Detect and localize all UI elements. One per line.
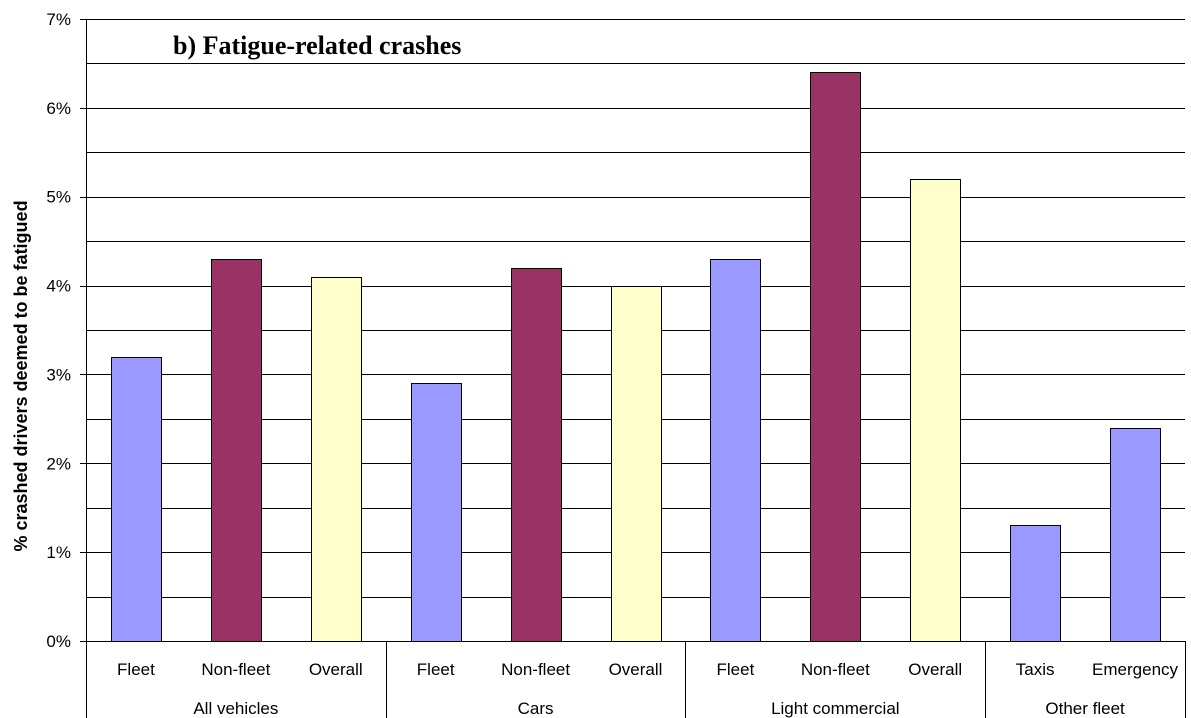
y-tick-label: 1% — [46, 543, 71, 562]
y-axis-ticks: 0% 1% 2% 3% 4% 5% 6% 7% — [46, 10, 86, 651]
bar — [211, 259, 262, 642]
x-tick-label: Taxis — [1016, 660, 1055, 679]
y-tick-label: 6% — [46, 99, 71, 118]
y-tick-label: 5% — [46, 188, 71, 207]
x-tick-label: Non-fleet — [801, 660, 870, 679]
y-tick-label: 7% — [46, 10, 71, 29]
bars — [111, 72, 1161, 642]
x-tick-label: Fleet — [417, 660, 455, 679]
bar — [810, 72, 861, 642]
y-tick-label: 2% — [46, 454, 71, 473]
bar — [611, 286, 662, 642]
y-axis-label: % crashed drivers deemed to be fatigued — [11, 200, 31, 551]
x-axis: Fleet Non-fleet Overall Fleet Non-fleet Overa… — [86, 641, 1186, 718]
x-group-label: Light commercial — [771, 699, 900, 718]
x-tick-label: Emergency — [1092, 660, 1178, 679]
x-tick-label: Overall — [609, 660, 663, 679]
bar — [1010, 525, 1061, 642]
bar — [910, 179, 961, 642]
x-tick-label: Fleet — [717, 660, 755, 679]
x-group-label: Cars — [518, 699, 554, 718]
x-tick-label: Non-fleet — [201, 660, 270, 679]
y-tick-label: 0% — [46, 632, 71, 651]
bar — [710, 259, 761, 642]
chart-title: b) Fatigue-related crashes — [173, 31, 461, 60]
bar — [311, 277, 362, 642]
x-tick-label: Overall — [908, 660, 962, 679]
bar — [511, 268, 562, 642]
x-tick-label: Non-fleet — [501, 660, 570, 679]
bar — [111, 357, 162, 642]
x-tick-label: Fleet — [117, 660, 155, 679]
x-group-label: Other fleet — [1045, 699, 1125, 718]
x-group-label: All vehicles — [193, 699, 278, 718]
y-tick-label: 4% — [46, 277, 71, 296]
y-tick-label: 3% — [46, 365, 71, 384]
bar — [411, 383, 462, 642]
bar — [1110, 428, 1161, 642]
x-tick-label: Overall — [309, 660, 363, 679]
